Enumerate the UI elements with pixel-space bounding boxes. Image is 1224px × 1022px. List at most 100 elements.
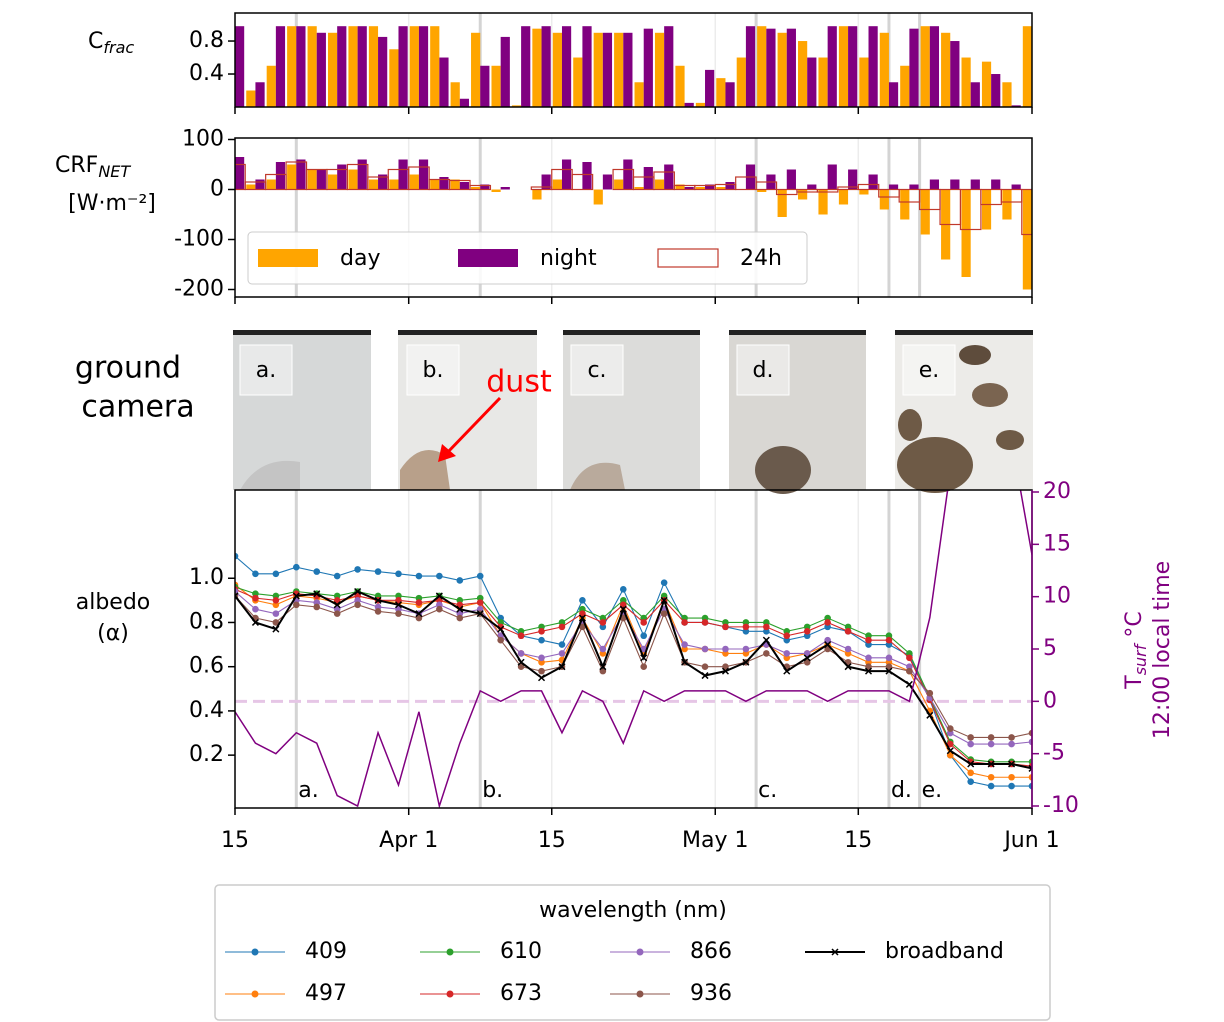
bar	[654, 32, 665, 107]
bar	[541, 174, 551, 190]
marker	[967, 769, 974, 777]
tsurf-label: Tsurf °C	[1122, 611, 1150, 690]
bar	[409, 26, 419, 107]
bar	[848, 26, 858, 107]
marker	[435, 592, 443, 600]
marker	[235, 552, 239, 560]
series-line	[235, 590, 1032, 770]
bar	[602, 174, 613, 190]
marker	[640, 654, 648, 662]
marker	[415, 572, 423, 580]
bar	[643, 167, 653, 190]
bar	[532, 189, 542, 200]
marker	[640, 663, 648, 670]
bar	[807, 184, 817, 190]
photo-tag: d.	[753, 358, 774, 383]
legend-swatch	[458, 249, 518, 267]
marker	[701, 619, 709, 626]
bar	[888, 82, 899, 107]
bar	[255, 179, 265, 190]
albedo-symbol: (α)	[97, 621, 129, 646]
bar	[389, 49, 399, 107]
dust-arrow	[444, 396, 502, 456]
bar	[491, 65, 501, 107]
marker	[579, 610, 586, 617]
marker	[987, 740, 995, 748]
bar	[430, 179, 440, 190]
marker	[803, 650, 811, 657]
event-label: c.	[758, 778, 777, 803]
marker	[824, 641, 832, 649]
marker	[436, 572, 443, 580]
marker	[722, 623, 729, 631]
marker	[394, 601, 403, 609]
marker	[395, 610, 402, 617]
cfrac-label-sub: frac	[103, 38, 134, 57]
marker	[701, 663, 709, 670]
marker	[578, 614, 586, 622]
bar	[859, 189, 869, 195]
marker	[558, 623, 566, 631]
photo-tag: a.	[256, 358, 276, 383]
photo-bar	[398, 330, 537, 335]
bar	[868, 174, 878, 190]
marker	[333, 597, 341, 604]
marker	[1008, 734, 1015, 741]
marker	[987, 773, 995, 781]
marker	[235, 592, 239, 600]
bar	[941, 32, 951, 107]
marker	[497, 625, 505, 633]
bar-outline	[816, 188, 839, 193]
bar	[981, 61, 992, 107]
marker	[599, 645, 607, 653]
bar	[327, 174, 338, 190]
bar	[827, 164, 837, 190]
legend-label: 673	[500, 981, 542, 1006]
bar-outline	[857, 183, 880, 191]
bar	[409, 174, 419, 190]
marker	[251, 618, 259, 626]
marker	[476, 610, 484, 618]
x-tick-label: Apr 1	[379, 828, 438, 853]
photo	[233, 330, 371, 490]
bar	[450, 82, 460, 107]
marker	[1028, 773, 1032, 781]
bar	[500, 36, 510, 107]
legend-swatch	[258, 249, 318, 267]
bar	[725, 182, 735, 190]
bar	[888, 184, 899, 190]
crf-label-sub: NET	[98, 162, 131, 181]
bar	[623, 32, 633, 107]
legend-label: day	[340, 246, 380, 271]
marker	[293, 563, 300, 571]
bar	[675, 65, 685, 107]
bar	[552, 179, 562, 190]
bar	[316, 32, 326, 107]
marker	[292, 592, 300, 600]
y-tick-label: 1.0	[189, 565, 224, 590]
bar	[838, 26, 849, 107]
marker	[333, 601, 341, 609]
bar	[614, 179, 624, 190]
marker	[456, 614, 464, 622]
marker	[926, 689, 934, 697]
bar	[920, 26, 930, 107]
bar	[859, 57, 869, 107]
bar	[511, 105, 522, 107]
marker	[313, 568, 321, 575]
marker	[374, 608, 382, 615]
bar	[357, 159, 367, 190]
marker	[579, 623, 586, 631]
bar	[786, 28, 796, 107]
marker	[824, 636, 831, 644]
bar	[705, 69, 715, 107]
marker	[415, 610, 423, 618]
bar	[634, 82, 644, 107]
bar	[818, 189, 828, 215]
marker	[967, 734, 974, 741]
marker	[272, 597, 280, 604]
marker	[313, 603, 321, 611]
photo-bar	[895, 330, 1033, 335]
marker	[619, 601, 627, 609]
y2-tick-label: 15	[1043, 531, 1071, 556]
